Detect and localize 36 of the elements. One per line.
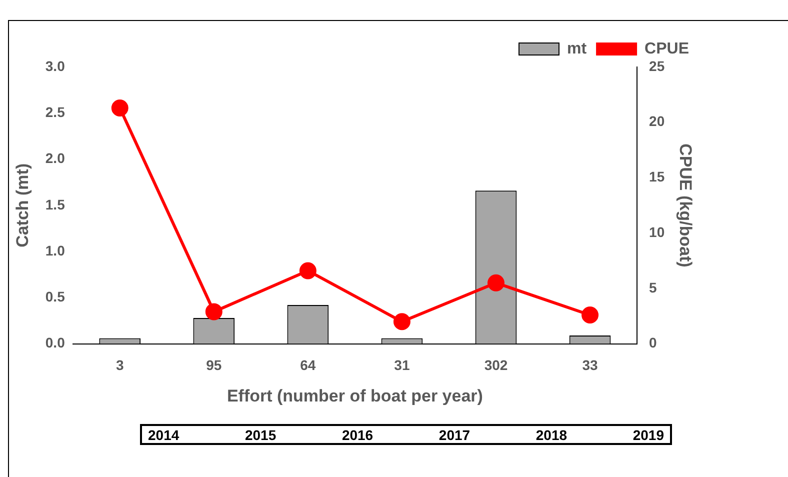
x-tick-label: 31 [394, 357, 410, 374]
y2-tick-label: 20 [649, 113, 665, 130]
x-tick-label: 302 [484, 357, 508, 374]
y2-tick-label: 5 [649, 279, 658, 296]
point [205, 303, 222, 320]
x-tick-label: 64 [300, 357, 316, 374]
y2-tick-label: 10 [649, 224, 665, 240]
legend-label: mt [566, 40, 588, 58]
y-tick-label: 2.5 [45, 104, 66, 120]
point [111, 99, 128, 116]
text: 2018 [536, 426, 568, 442]
y-tick-label: 3.0 [45, 58, 66, 74]
point [393, 313, 410, 330]
y-tick-label: 1.5 [45, 196, 66, 212]
y-axis-title: Catch (mt) [12, 163, 32, 248]
point [582, 306, 599, 324]
x-tick-label: 3 [116, 357, 124, 374]
y2-axis-title: CPUE (kg/boat) [676, 144, 696, 268]
text: 2014 [148, 426, 180, 442]
text: 2015 [244, 426, 276, 442]
text: 2017 [438, 426, 470, 442]
y-tick-label: 1.0 [45, 242, 66, 258]
y-tick-label: 0.0 [45, 334, 66, 351]
x-axis-title: Effort (number of boat per year) [226, 386, 483, 406]
text: 2019 [632, 426, 664, 442]
point [487, 274, 504, 292]
y2-tick-label: 15 [649, 168, 665, 185]
legend-label: CPUE [644, 40, 690, 58]
y-tick-label: 2.0 [45, 150, 66, 166]
x-tick-label: 95 [206, 357, 222, 374]
y2-tick-label: 25 [649, 58, 665, 74]
y2-tick-label: 0 [649, 334, 658, 351]
text: 2016 [342, 426, 374, 442]
point [299, 262, 316, 280]
y-tick-label: 0.5 [45, 288, 66, 305]
x-tick-label: 33 [582, 357, 598, 374]
